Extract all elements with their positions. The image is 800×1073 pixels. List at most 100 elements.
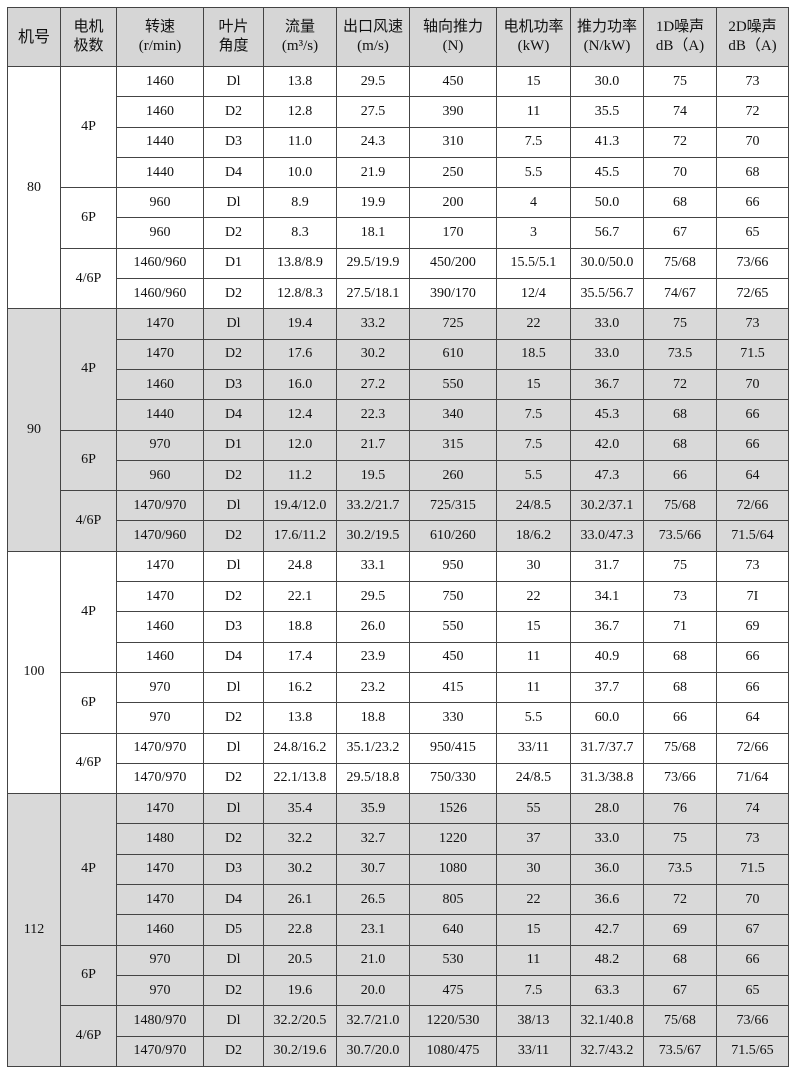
axial-thrust-cell: 530 [409, 944, 497, 976]
thrust-power-cell: 48.2 [570, 944, 644, 976]
table-row: 1480 D2 32.2 32.7 1220 37 33.0 75 73 [8, 823, 789, 855]
noise-2d-cell: 64 [716, 459, 789, 492]
outlet-velocity-cell: 21.7 [336, 429, 410, 461]
flow-cell: 22.1/13.8 [263, 762, 337, 795]
table-row: 1470/960 D2 17.6/11.2 30.2/19.5 610/260 18/6.… [8, 520, 789, 552]
thrust-power-cell: 45.5 [570, 156, 644, 189]
noise-2d-cell: 7I [716, 581, 789, 613]
header-speed: 转速 (r/min) [116, 7, 204, 67]
blade-angle-cell: D2 [203, 278, 264, 310]
flow-cell: 30.2/19.6 [263, 1035, 337, 1067]
outlet-velocity-cell: 19.5 [336, 459, 410, 492]
motor-power-cell: 18/6.2 [496, 520, 571, 552]
noise-2d-cell: 69 [716, 611, 789, 643]
motor-power-cell: 5.5 [496, 156, 571, 189]
thrust-power-cell: 42.7 [570, 914, 644, 946]
axial-thrust-cell: 330 [409, 702, 497, 734]
flow-cell: 26.1 [263, 884, 337, 916]
motor-power-cell: 11 [496, 96, 571, 128]
thrust-power-cell: 35.5 [570, 96, 644, 128]
noise-2d-cell: 73 [716, 65, 789, 98]
blade-angle-cell: Dl [203, 308, 264, 340]
speed-cell: 1460 [116, 914, 204, 946]
speed-cell: 1460/960 [116, 278, 204, 310]
noise-1d-cell: 68 [643, 429, 717, 461]
poles-cell: 4/6P [60, 490, 117, 552]
thrust-power-cell: 36.0 [570, 853, 644, 886]
speed-cell: 1460/960 [116, 247, 204, 280]
motor-power-cell: 7.5 [496, 429, 571, 461]
speed-cell: 1470/970 [116, 1035, 204, 1067]
speed-cell: 1440 [116, 156, 204, 189]
header-poles: 电机 极数 [60, 7, 117, 67]
axial-thrust-cell: 1220/530 [409, 1005, 497, 1037]
motor-power-cell: 5.5 [496, 702, 571, 734]
noise-1d-cell: 73.5 [643, 853, 717, 886]
noise-2d-cell: 71.5/65 [716, 1035, 789, 1067]
noise-2d-cell: 73 [716, 550, 789, 583]
header-row: 机号 电机 极数 转速 (r/min) 叶片 角度 流量 (m³/s) 出口风速 (m/s) 轴向推力… [7, 7, 789, 67]
flow-cell: 8.9 [263, 187, 337, 219]
flow-cell: 17.6/11.2 [263, 520, 337, 552]
header-axial-thrust: 轴向推力 (N) [409, 7, 497, 67]
noise-1d-cell: 75/68 [643, 490, 717, 522]
thrust-power-cell: 32.7/43.2 [570, 1035, 644, 1067]
thrust-power-cell: 31.3/38.8 [570, 762, 644, 795]
table-row: 1460 D5 22.8 23.1 640 15 42.7 69 67 [8, 914, 789, 946]
outlet-velocity-cell: 35.9 [336, 793, 410, 825]
blade-angle-cell: D2 [203, 1035, 264, 1067]
noise-1d-cell: 72 [643, 368, 717, 401]
noise-1d-cell: 72 [643, 126, 717, 158]
noise-1d-cell: 72 [643, 884, 717, 916]
outlet-velocity-cell: 21.9 [336, 156, 410, 189]
blade-angle-cell: D4 [203, 884, 264, 916]
header-blade-angle: 叶片 角度 [203, 7, 264, 67]
axial-thrust-cell: 1080/475 [409, 1035, 497, 1067]
motor-power-cell: 15 [496, 611, 571, 643]
noise-2d-cell: 66 [716, 641, 789, 673]
speed-cell: 970 [116, 974, 204, 1007]
header-unit: (N/kW) [583, 38, 631, 54]
table-row: 4/6P 1480/970 Dl 32.2/20.5 32.7/21.0 1220/530… [8, 1005, 789, 1067]
poles-cell: 6P [60, 187, 117, 249]
noise-2d-cell: 72/66 [716, 732, 789, 764]
noise-2d-cell: 71.5 [716, 853, 789, 886]
noise-1d-cell: 67 [643, 217, 717, 249]
noise-1d-cell: 75 [643, 308, 717, 340]
table-row: 1470/970 D2 22.1/13.8 29.5/18.8 750/330 24/8.… [8, 762, 789, 795]
noise-1d-cell: 75/68 [643, 1005, 717, 1037]
outlet-velocity-cell: 33.2/21.7 [336, 490, 410, 522]
outlet-velocity-cell: 23.2 [336, 671, 410, 704]
motor-power-cell: 30 [496, 550, 571, 583]
blade-angle-cell: D2 [203, 217, 264, 249]
header-model: 机号 [7, 7, 61, 67]
motor-power-cell: 22 [496, 884, 571, 916]
flow-cell: 19.6 [263, 974, 337, 1007]
flow-cell: 32.2 [263, 823, 337, 855]
thrust-power-cell: 60.0 [570, 702, 644, 734]
noise-1d-cell: 68 [643, 641, 717, 673]
header-thrust-power: 推力功率 (N/kW) [570, 7, 644, 67]
motor-power-cell: 3 [496, 217, 571, 249]
blade-angle-cell: D2 [203, 974, 264, 1007]
flow-cell: 12.8/8.3 [263, 278, 337, 310]
flow-cell: 35.4 [263, 793, 337, 825]
speed-cell: 1470 [116, 853, 204, 886]
axial-thrust-cell: 390/170 [409, 278, 497, 310]
header-label: 流量 [284, 19, 315, 35]
speed-cell: 1460 [116, 641, 204, 673]
table-row: 970 D2 19.6 20.0 475 7.5 63.3 67 65 [8, 974, 789, 1007]
flow-cell: 10.0 [263, 156, 337, 189]
noise-1d-cell: 68 [643, 187, 717, 219]
noise-2d-cell: 71/64 [716, 762, 789, 795]
speed-cell: 1470/970 [116, 490, 204, 522]
blade-angle-cell: D4 [203, 399, 264, 431]
thrust-power-cell: 30.0 [570, 65, 644, 98]
noise-2d-cell: 65 [716, 217, 789, 249]
flow-cell: 30.2 [263, 853, 337, 886]
motor-power-cell: 15 [496, 65, 571, 98]
outlet-velocity-cell: 23.1 [336, 914, 410, 946]
speed-cell: 970 [116, 702, 204, 734]
thrust-power-cell: 63.3 [570, 974, 644, 1007]
header-motor-power: 电机功率 (kW) [496, 7, 571, 67]
